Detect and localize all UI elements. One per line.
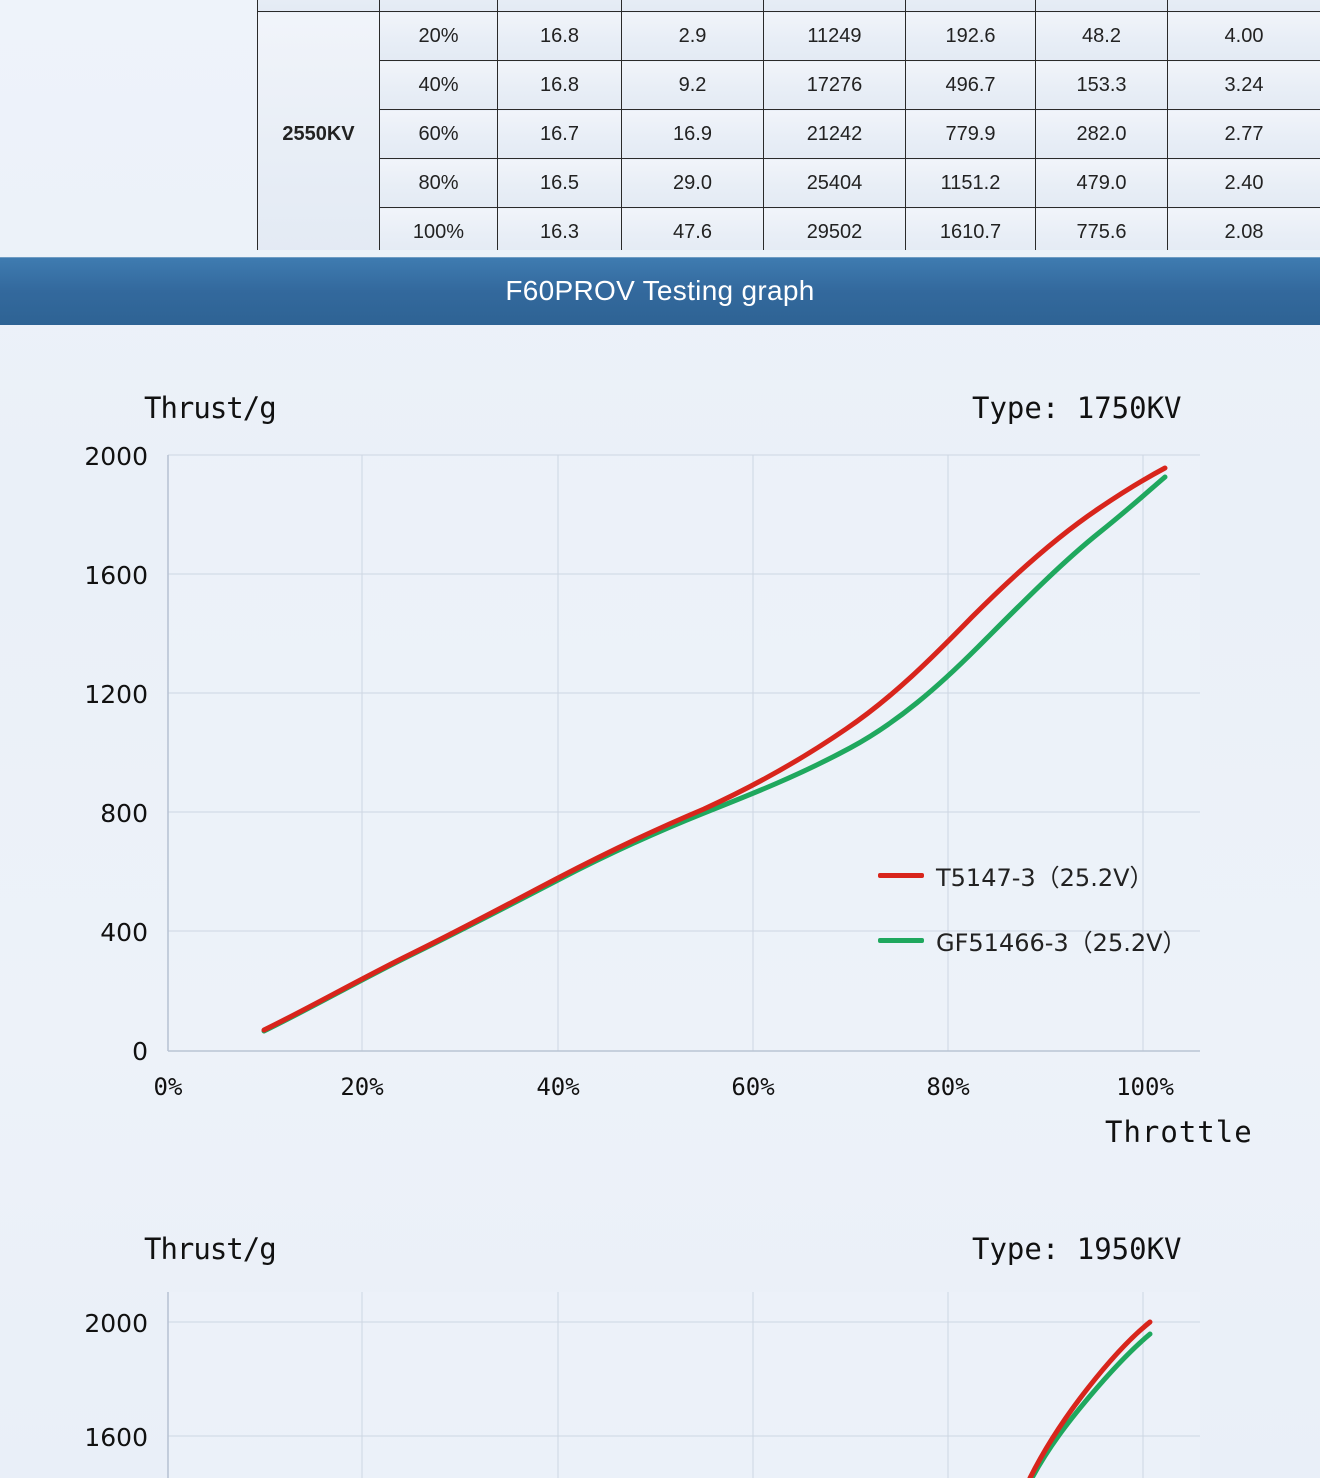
cell-power: 1288.4 xyxy=(1035,0,1168,12)
chart1-legend-item-t5147: T5147-3（25.2V） xyxy=(878,858,1154,893)
cell-voltage: 16.8 xyxy=(497,60,622,110)
chart1-xtick-60: 60% xyxy=(731,1073,775,1101)
cell-thrust: 192.6 xyxy=(905,11,1036,61)
chart1-xtick-80: 80% xyxy=(926,1073,970,1101)
cell-efficiency: 2.77 xyxy=(1167,109,1320,159)
cell-efficiency: 3.24 xyxy=(1167,60,1320,110)
cell-power: 479.0 xyxy=(1035,158,1168,208)
chart1-x-axis-label: Throttle xyxy=(1105,1115,1253,1149)
chart1-y-axis-label: Thrust/g xyxy=(144,391,277,425)
chart1-type-label: Type: 1750KV xyxy=(972,391,1182,425)
legend-swatch-green-icon xyxy=(878,938,924,943)
cell-current: 16.9 xyxy=(621,109,764,159)
chart1-xtick-20: 20% xyxy=(340,1073,384,1101)
cell-efficiency: 1.57 xyxy=(1167,0,1320,12)
cell-current: 29.0 xyxy=(621,158,764,208)
cell-throttle: 40% xyxy=(379,60,498,110)
cell-rpm: 21242 xyxy=(763,109,906,159)
cell-thrust: 1151.2 xyxy=(905,158,1036,208)
chart2-ytick-2000: 2000 xyxy=(84,1309,148,1338)
cell-thrust: 779.9 xyxy=(905,109,1036,159)
cell-voltage: 16.7 xyxy=(497,109,622,159)
table-row: 100% 24.7 51.1 33558 1973.4 1288.4 1.57 xyxy=(257,0,1320,12)
cell-voltage: 16.8 xyxy=(497,11,622,61)
chart1-plot-bg xyxy=(168,455,1200,1051)
chart2-y-axis-label: Thrust/g xyxy=(144,1232,277,1266)
cell-efficiency: 2.08 xyxy=(1167,207,1320,250)
chart1-ytick-800: 800 xyxy=(100,799,148,828)
cell-voltage: 16.5 xyxy=(497,158,622,208)
chart2-plot-area xyxy=(167,1292,1200,1478)
cell-thrust: 496.7 xyxy=(905,60,1036,110)
cell-current: 47.6 xyxy=(621,207,764,250)
spec-table: 100% 24.7 51.1 33558 1973.4 1288.4 1.57 … xyxy=(257,0,1320,250)
chart1-ytick-1200: 1200 xyxy=(84,680,148,709)
chart2-plot-bg xyxy=(168,1292,1200,1478)
chart1-xtick-100: 100% xyxy=(1116,1073,1174,1101)
cell-current: 51.1 xyxy=(621,0,764,12)
chart1-ytick-0: 0 xyxy=(132,1037,148,1066)
chart1-legend-item-gf51466: GF51466-3（25.2V） xyxy=(878,923,1187,958)
legend-label-gf51466: GF51466-3（25.2V） xyxy=(936,929,1187,957)
chart1-ytick-1600: 1600 xyxy=(84,561,148,590)
chart2-series-gf51466 xyxy=(1029,1331,1153,1478)
cell-kv xyxy=(257,0,380,12)
cell-power: 48.2 xyxy=(1035,11,1168,61)
chart1-plot-area xyxy=(167,454,1200,1052)
cell-rpm: 11249 xyxy=(763,11,906,61)
chart1-ytick-2000: 2000 xyxy=(84,442,148,471)
chart2-series-t5147 xyxy=(1027,1319,1153,1478)
chart1-xtick-0: 0% xyxy=(153,1073,183,1101)
legend-label-t5147: T5147-3（25.2V） xyxy=(936,864,1154,892)
cell-rpm: 33558 xyxy=(763,0,906,12)
cell-rpm: 25404 xyxy=(763,158,906,208)
cell-throttle: 80% xyxy=(379,158,498,208)
cell-efficiency: 4.00 xyxy=(1167,11,1320,61)
cell-voltage: 16.3 xyxy=(497,207,622,250)
table-row: 60% 16.7 16.9 21242 779.9 282.0 2.77 xyxy=(258,109,1320,159)
chart-1950kv: Thrust/g Type: 1950KV 2000 1600 xyxy=(0,1180,1320,1478)
cell-throttle: 100% xyxy=(379,0,498,12)
table-row: 2550KV 20% 16.8 2.9 11249 192.6 48.2 4.0… xyxy=(257,11,1320,250)
table-row: 40% 16.8 9.2 17276 496.7 153.3 3.24 xyxy=(258,60,1320,110)
cell-thrust: 1973.4 xyxy=(905,0,1036,12)
cell-power: 282.0 xyxy=(1035,109,1168,159)
cell-rpm: 17276 xyxy=(763,60,906,110)
cell-thrust: 1610.7 xyxy=(905,207,1036,250)
cell-rpm: 29502 xyxy=(763,207,906,250)
cell-throttle: 60% xyxy=(379,109,498,159)
cell-power: 153.3 xyxy=(1035,60,1168,110)
chart1-ytick-400: 400 xyxy=(100,918,148,947)
section-banner: F60PROV Testing graph xyxy=(0,257,1320,325)
cell-throttle: 20% xyxy=(379,11,498,61)
spec-table-container: 100% 24.7 51.1 33558 1973.4 1288.4 1.57 … xyxy=(257,0,1320,250)
chart2-gridlines-vertical xyxy=(361,1292,1144,1478)
table-row: 80% 16.5 29.0 25404 1151.2 479.0 2.40 xyxy=(258,158,1320,208)
chart2-gridlines-horizontal xyxy=(168,1321,1200,1437)
chart2-ytick-1600: 1600 xyxy=(84,1423,148,1452)
chart-1750kv: Thrust/g Type: 1750KV 2000 1600 1200 800… xyxy=(0,325,1320,1180)
cell-power: 775.6 xyxy=(1035,207,1168,250)
chart1-series-t5147 xyxy=(261,465,1168,1033)
chart1-gridlines-horizontal xyxy=(168,454,1200,932)
cell-current: 9.2 xyxy=(621,60,764,110)
banner-title: F60PROV Testing graph xyxy=(505,275,815,306)
cell-throttle: 100% xyxy=(379,207,498,250)
table-row: 100% 16.3 47.6 29502 1610.7 775.6 2.08 xyxy=(258,207,1320,250)
cell-efficiency: 2.40 xyxy=(1167,158,1320,208)
cell-current: 2.9 xyxy=(621,11,764,61)
cell-kv-group: 2550KV xyxy=(257,11,380,250)
chart1-xtick-40: 40% xyxy=(536,1073,580,1101)
cell-voltage: 24.7 xyxy=(497,0,622,12)
chart1-gridlines-vertical xyxy=(361,455,1144,1051)
chart2-type-label: Type: 1950KV xyxy=(972,1232,1182,1266)
legend-swatch-red-icon xyxy=(878,873,924,878)
